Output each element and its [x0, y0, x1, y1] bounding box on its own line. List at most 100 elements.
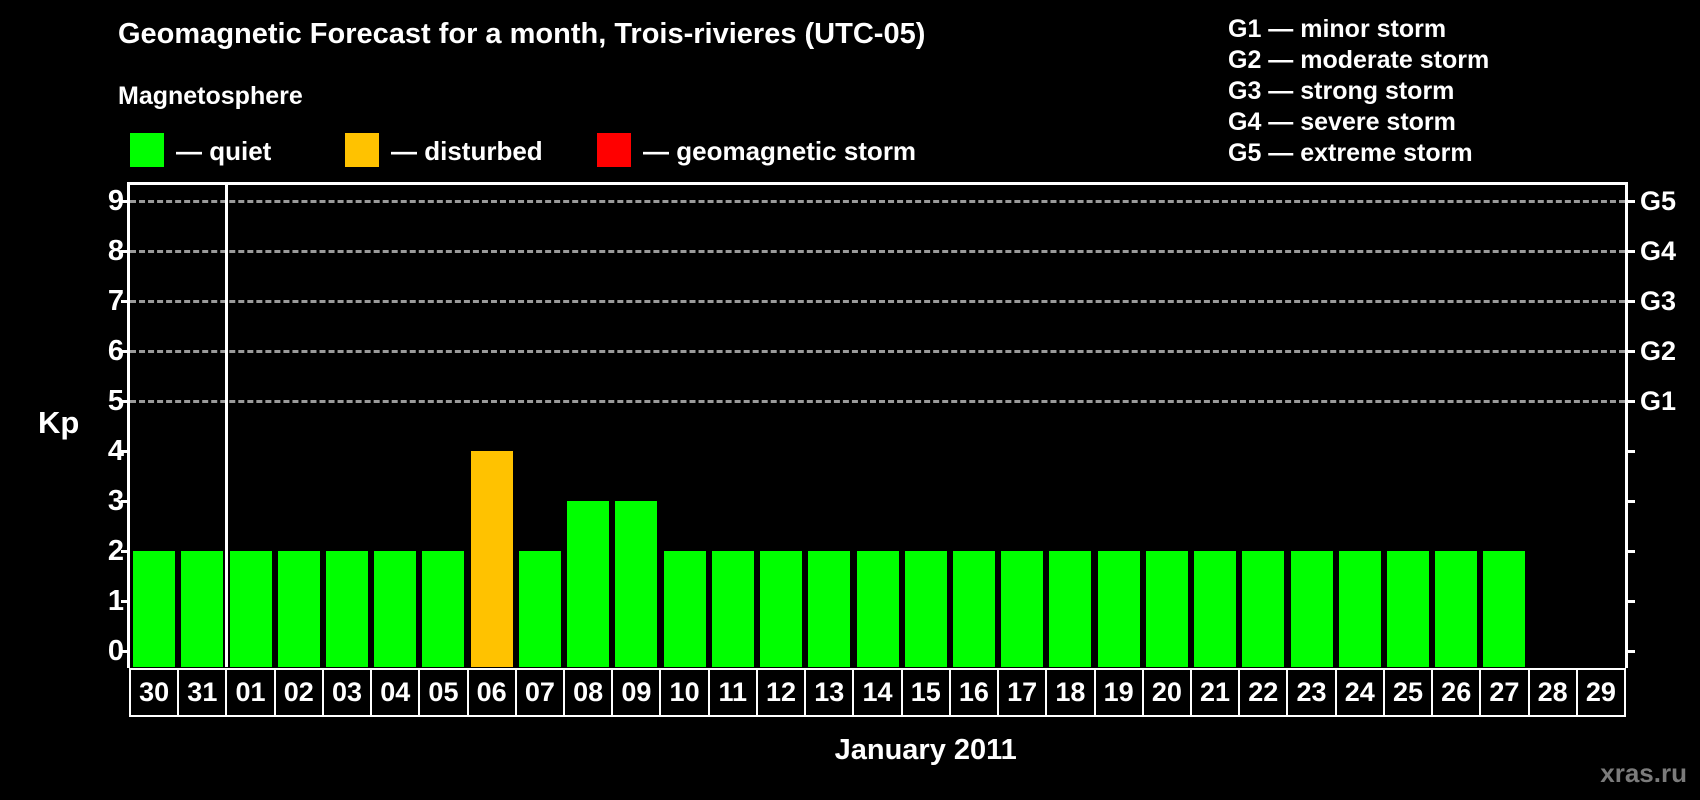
day-label-19: 19	[1093, 668, 1144, 717]
kp-bar-day-12	[760, 551, 803, 667]
left-axis-tick	[121, 350, 130, 353]
right-axis-tick	[1626, 200, 1635, 203]
disturbed-legend-label: — disturbed	[391, 136, 543, 166]
kp-bar-day-03	[326, 551, 369, 667]
right-axis-tick	[1626, 550, 1635, 553]
kp-bar-day-15	[904, 551, 947, 667]
kp-color-legend: — quiet — disturbed — geomagnetic storm	[0, 133, 1700, 167]
day-label-15: 15	[900, 668, 951, 717]
storm-scale-legend: G1 — minor storm G2 — moderate storm G3 — …	[1228, 14, 1489, 169]
storm-scale-item: G4 — severe storm	[1228, 108, 1456, 136]
kp-bar-day-08	[567, 501, 610, 667]
right-axis-label-g5: G5	[1640, 186, 1677, 216]
kp-bar-day-24	[1338, 551, 1381, 667]
day-label-24: 24	[1334, 668, 1385, 717]
kp-bar-day-25	[1386, 551, 1429, 667]
right-axis-label-g2: G2	[1640, 336, 1677, 366]
day-label-04: 04	[370, 668, 421, 717]
kp-bar-day-13	[808, 551, 851, 667]
kp-bar-day-10	[663, 551, 706, 667]
day-label-14: 14	[852, 668, 903, 717]
quiet-legend-label: — quiet	[176, 136, 272, 166]
left-axis-tick	[121, 300, 130, 303]
right-axis-tick	[1626, 350, 1635, 353]
watermark: xras.ru	[1600, 758, 1687, 788]
day-label-02: 02	[273, 668, 324, 717]
kp-bar-day-30	[133, 551, 176, 667]
kp-bar-day-02	[277, 551, 320, 667]
day-label-26: 26	[1431, 668, 1482, 717]
left-axis-tick	[121, 550, 130, 553]
day-label-09: 09	[611, 668, 662, 717]
chart-title: Geomagnetic Forecast for a month, Trois-…	[118, 18, 926, 50]
y-axis-line-right	[1625, 182, 1628, 668]
right-axis-label-g1: G1	[1640, 386, 1677, 416]
kp-bar-day-22	[1242, 551, 1285, 667]
right-axis-label-g4: G4	[1640, 236, 1677, 266]
day-label-22: 22	[1238, 668, 1289, 717]
left-axis-tick	[121, 450, 130, 453]
day-label-20: 20	[1141, 668, 1192, 717]
day-label-16: 16	[948, 668, 1000, 717]
x-axis-title: January 2011	[834, 734, 1017, 766]
storm-scale-item: G3 — strong storm	[1228, 77, 1455, 105]
kp-bar-day-23	[1290, 551, 1333, 667]
month-separator-line	[224, 182, 228, 667]
day-label-11: 11	[707, 668, 758, 717]
day-label-06: 06	[466, 668, 517, 717]
y-tick-label: 6	[107, 335, 124, 367]
left-axis-tick	[121, 600, 130, 603]
kp-bar-day-21	[1194, 551, 1237, 667]
day-label-27: 27	[1479, 668, 1530, 717]
storm-legend-label: — geomagnetic storm	[643, 136, 917, 166]
right-axis-tick	[1626, 300, 1635, 303]
kp-bar-day-05	[422, 551, 465, 667]
y-tick-label: 1	[107, 585, 124, 617]
gridline-kp7	[130, 300, 1625, 303]
day-label-25: 25	[1382, 668, 1434, 717]
kp-bar-day-27	[1483, 551, 1526, 667]
kp-bar-day-11	[711, 551, 754, 667]
right-axis-tick	[1626, 450, 1635, 453]
plot-top-border	[127, 182, 1628, 185]
y-tick-label: 3	[107, 485, 124, 517]
kp-bar-day-18	[1049, 551, 1092, 667]
kp-bar-day-14	[856, 551, 899, 667]
left-axis-tick	[121, 200, 130, 203]
kp-bar-day-06	[470, 451, 513, 667]
day-label-31: 31	[177, 668, 228, 717]
kp-bar-day-16	[952, 551, 995, 667]
y-tick-label: 0	[107, 635, 124, 667]
day-label-18: 18	[1045, 668, 1096, 717]
kp-bar-day-01	[229, 551, 272, 667]
day-label-23: 23	[1286, 668, 1337, 717]
day-label-10: 10	[659, 668, 710, 717]
day-label-29: 29	[1575, 668, 1626, 717]
y-tick-label: 2	[107, 535, 124, 567]
right-axis-tick	[1626, 600, 1635, 603]
gridline-kp5	[130, 400, 1625, 403]
day-label-30: 30	[129, 668, 180, 717]
right-axis-tick	[1626, 400, 1635, 403]
y-tick-label: 7	[107, 285, 124, 317]
storm-scale-item: G5 — extreme storm	[1228, 139, 1473, 167]
kp-bar-day-09	[615, 501, 658, 667]
y-axis-line-left	[127, 182, 130, 668]
storm-scale-item: G1 — minor storm	[1228, 15, 1447, 43]
y-tick-label: 9	[107, 185, 124, 217]
kp-bar-day-07	[518, 551, 561, 667]
y-tick-label: 5	[107, 385, 124, 417]
right-axis-label-g3: G3	[1640, 286, 1677, 316]
y-axis-title: Kp	[38, 405, 80, 440]
disturbed-color-swatch	[345, 133, 379, 167]
quiet-color-swatch	[130, 133, 164, 167]
left-axis-tick	[121, 250, 130, 253]
gridline-kp6	[130, 350, 1625, 353]
y-tick-label: 8	[107, 235, 124, 267]
day-label-05: 05	[418, 668, 469, 717]
y-tick-label: 4	[107, 435, 124, 467]
kp-bar-day-17	[1001, 551, 1044, 667]
left-axis-tick	[121, 400, 130, 403]
day-label-13: 13	[804, 668, 855, 717]
